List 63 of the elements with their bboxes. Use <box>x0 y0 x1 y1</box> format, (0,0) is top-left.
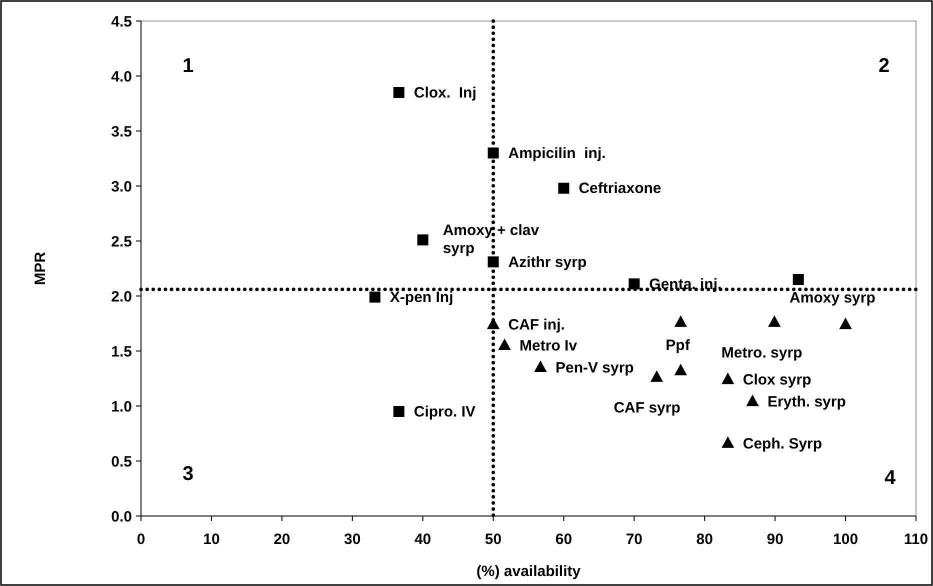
y-axis-title: MPR <box>32 252 49 286</box>
data-label: Metro. syrp <box>721 344 802 362</box>
y-tick-label: 3.0 <box>111 178 132 196</box>
x-tick-label: 70 <box>626 531 643 548</box>
data-label: Eryth. syrp <box>768 394 846 411</box>
x-axis-title: (%) availability <box>476 563 582 580</box>
point <box>498 339 511 350</box>
x-tick-label: 110 <box>904 531 928 548</box>
data-label: Ceftriaxone <box>578 180 662 198</box>
point <box>722 436 734 448</box>
point <box>393 406 404 417</box>
data-label: Cipro. IV <box>414 404 476 420</box>
y-tick-label: 2.0 <box>111 288 132 306</box>
point <box>488 148 499 158</box>
data-label: Clox. Inj <box>414 84 476 102</box>
y-tick-label: 2.5 <box>111 233 132 250</box>
x-tick-label: 30 <box>344 531 361 548</box>
data-label: Amoxy syrp <box>790 290 876 307</box>
point <box>488 256 499 268</box>
x-tick-label: 60 <box>555 531 572 548</box>
data-label: X-pen Inj <box>390 289 454 306</box>
point <box>487 318 500 330</box>
data-label: Ampicilin inj. <box>508 145 606 162</box>
data-label: Pen-V syrp <box>555 360 634 376</box>
annotation: 4 <box>884 467 896 489</box>
x-tick-label: 50 <box>484 531 502 548</box>
data-label: Ppf <box>666 336 691 354</box>
data-label: Clox syrp <box>742 372 812 389</box>
annotation: 1 <box>182 55 194 77</box>
x-tick-label: 20 <box>274 531 290 548</box>
point <box>628 278 640 290</box>
point <box>674 316 687 327</box>
point <box>650 370 663 382</box>
point <box>674 364 687 376</box>
point <box>369 292 380 303</box>
x-tick-label: 40 <box>414 531 432 548</box>
y-tick-label: 3.5 <box>111 123 132 140</box>
x-tick-label: 80 <box>696 531 713 548</box>
data-label: Metro Iv <box>520 338 578 354</box>
y-tick-label: 4.0 <box>111 68 132 86</box>
annotation: 2 <box>878 55 890 77</box>
x-tick-label: 10 <box>203 531 220 548</box>
data-label: CAF syrp <box>614 399 680 416</box>
x-tick-label: 0 <box>136 531 146 548</box>
y-tick-label: 0.5 <box>111 453 132 470</box>
point <box>840 318 852 330</box>
point <box>534 361 546 372</box>
point <box>746 395 759 406</box>
point <box>768 316 780 327</box>
data-label: CAF inj. <box>508 316 565 334</box>
point <box>558 182 570 194</box>
data-label: Ceph. Syrp <box>742 435 822 452</box>
point <box>417 234 428 246</box>
y-tick-label: 1.5 <box>111 343 132 360</box>
x-tick-label: 100 <box>833 531 858 548</box>
y-tick-label: 1.0 <box>111 398 132 416</box>
point <box>792 274 804 285</box>
y-tick-label: 4.5 <box>111 13 132 30</box>
y-tick-label: 0.0 <box>111 508 132 526</box>
point <box>722 373 734 384</box>
point <box>393 87 404 98</box>
x-tick-label: 90 <box>766 531 784 548</box>
annotation: 3 <box>182 463 194 485</box>
